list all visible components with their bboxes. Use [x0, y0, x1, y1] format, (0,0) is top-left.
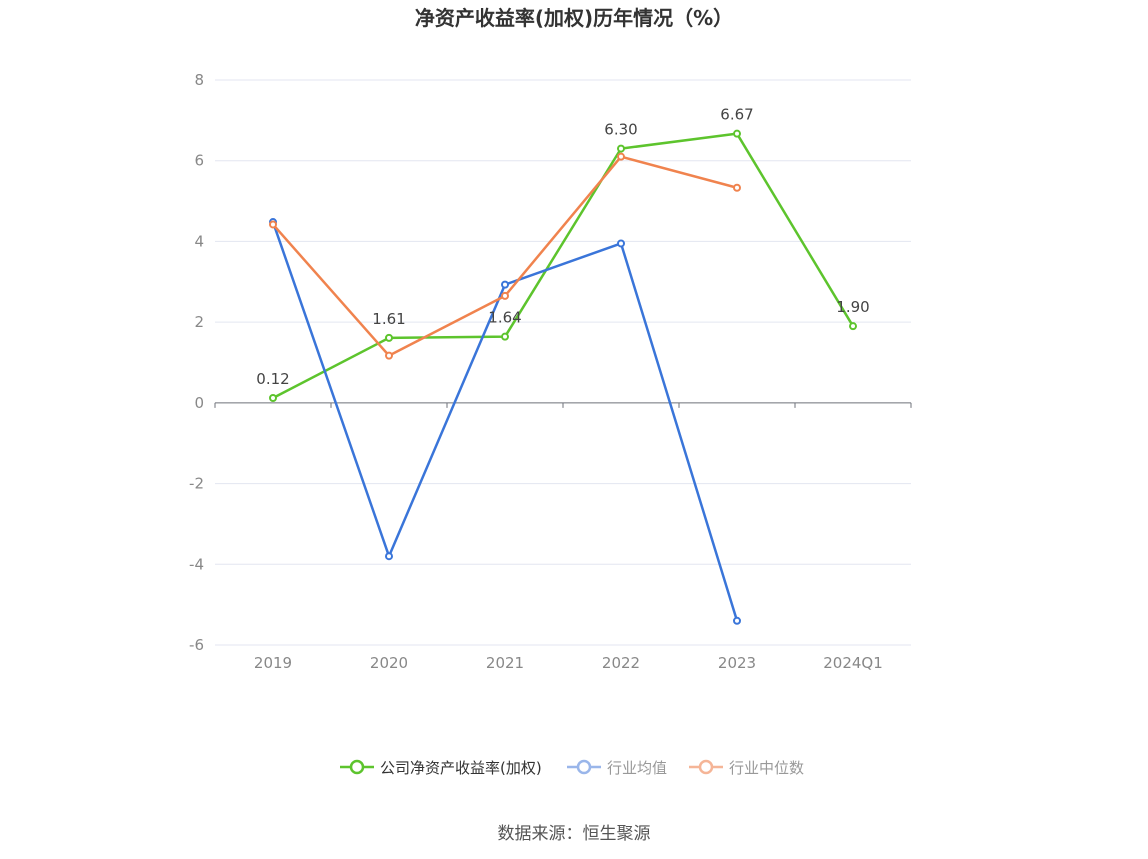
- data-point: [269, 220, 277, 229]
- x-tick-label: 2024Q1: [823, 654, 883, 672]
- series-line-0: [272, 132, 855, 400]
- legend-marker: [698, 759, 714, 775]
- data-point: [385, 351, 393, 360]
- y-tick-label: 0: [194, 394, 204, 412]
- data-point: [617, 144, 625, 153]
- y-tick-label: -6: [189, 636, 204, 654]
- grid: [215, 79, 911, 646]
- data-label: 1.64: [488, 309, 521, 327]
- legend-marker: [349, 759, 365, 775]
- data-point: [501, 280, 509, 289]
- x-tick-label: 2021: [486, 654, 524, 672]
- x-tick-label: 2022: [602, 654, 640, 672]
- legend-label: 公司净资产收益率(加权): [380, 759, 542, 777]
- legend-marker: [576, 759, 592, 775]
- data-label: 0.12: [256, 370, 289, 388]
- data-point: [501, 332, 509, 341]
- data-point: [617, 239, 625, 248]
- data-point: [385, 333, 393, 342]
- data-label: 1.90: [836, 298, 869, 316]
- chart-title: 净资产收益率(加权)历年情况（%）: [415, 6, 733, 30]
- data-label: 1.61: [372, 310, 405, 328]
- x-tick-label: 2023: [718, 654, 756, 672]
- y-tick-label: -4: [189, 555, 204, 573]
- y-tick-label: 2: [194, 313, 204, 331]
- data-label: 6.67: [720, 106, 753, 124]
- data-labels: 0.12 1.61 1.64 6.30 6.67 1.90: [256, 106, 869, 388]
- x-tick-label: 2019: [254, 654, 292, 672]
- data-point: [617, 152, 625, 161]
- legend[interactable]: 公司净资产收益率(加权) 行业均值 行业中位数: [340, 759, 804, 777]
- data-point: [269, 394, 277, 403]
- data-point: [849, 322, 857, 331]
- data-point: [385, 552, 393, 561]
- source-note: 数据来源：恒生聚源: [498, 824, 651, 844]
- data-point: [733, 183, 741, 192]
- series-group: [269, 129, 857, 625]
- y-tick-label: 8: [194, 71, 204, 89]
- data-point: [733, 129, 741, 138]
- legend-item-2[interactable]: 行业中位数: [689, 759, 804, 777]
- data-point: [501, 291, 509, 300]
- legend-item-0[interactable]: 公司净资产收益率(加权): [340, 759, 542, 777]
- y-tick-label: -2: [189, 475, 204, 493]
- axes: -6 -4 -2 0 2 4 6 8 2019 2020 2021 2022 2023 2024Q1: [189, 71, 912, 672]
- legend-label: 行业中位数: [729, 759, 804, 777]
- data-label: 6.30: [604, 121, 637, 139]
- data-point: [733, 616, 741, 625]
- y-tick-label: 6: [194, 152, 204, 170]
- legend-label: 行业均值: [607, 759, 667, 777]
- x-tick-label: 2020: [370, 654, 408, 672]
- legend-item-1[interactable]: 行业均值: [567, 759, 667, 777]
- y-tick-label: 4: [194, 232, 204, 250]
